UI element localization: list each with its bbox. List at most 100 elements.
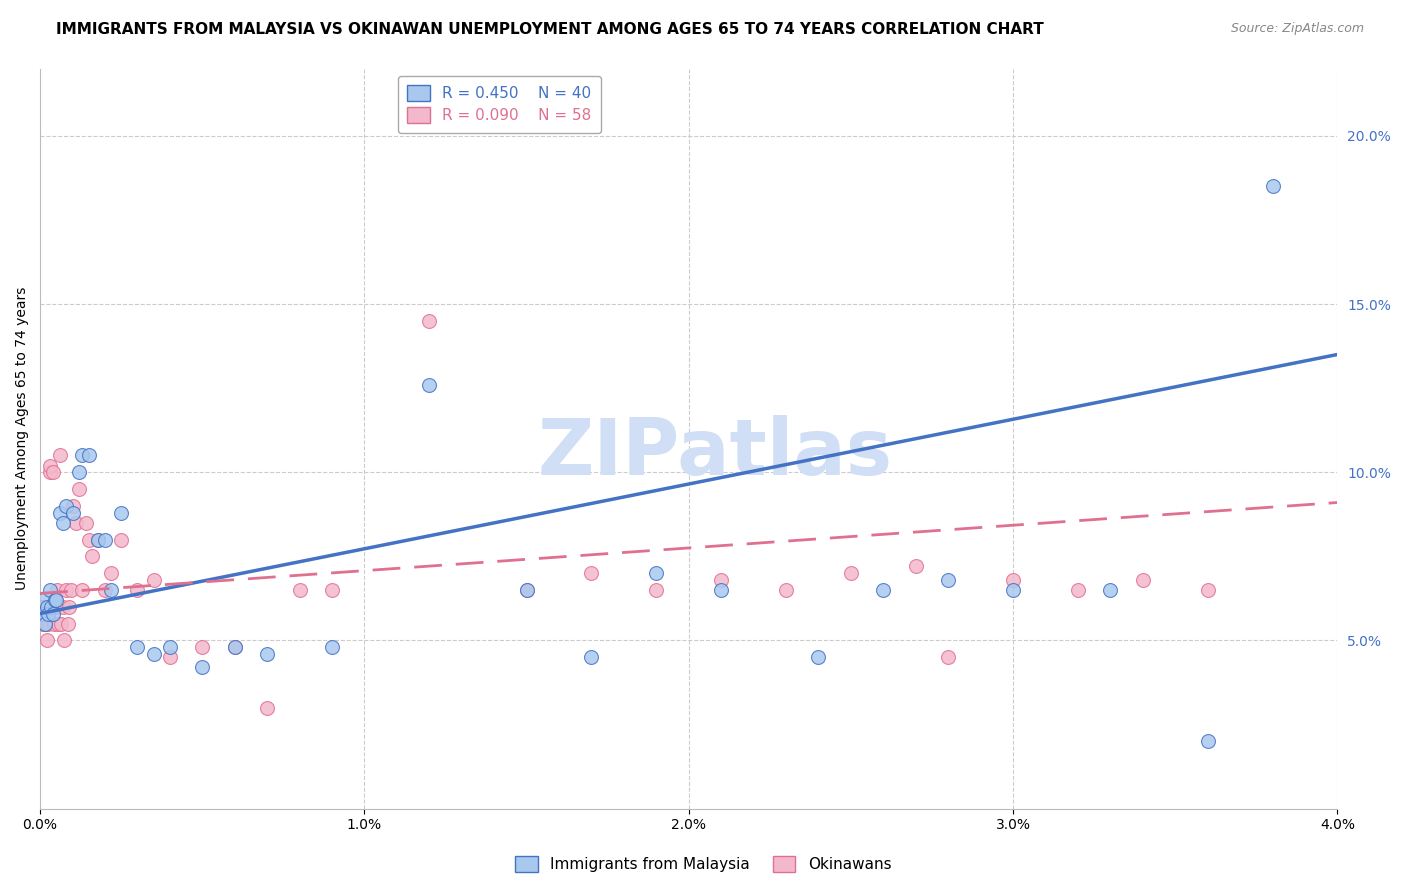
Point <box>67 482 90 496</box>
Point <box>936 573 959 587</box>
Point <box>38 582 60 597</box>
Point <box>30 607 52 621</box>
Text: IMMIGRANTS FROM MALAYSIA VS OKINAWAN UNEMPLOYMENT AMONG AGES 65 TO 74 YEARS CORR: IMMIGRANTS FROM MALAYSIA VS OKINAWAN UNE… <box>56 22 1045 37</box>
Point <box>59 582 82 597</box>
Point <box>58 599 80 614</box>
Point <box>1261 179 1284 194</box>
Point <box>872 582 894 597</box>
Point <box>52 516 75 530</box>
Point <box>256 700 278 714</box>
Point <box>45 593 67 607</box>
Point <box>904 559 927 574</box>
Point <box>775 582 797 597</box>
Point <box>645 582 668 597</box>
Point <box>516 582 538 597</box>
Point <box>65 516 87 530</box>
Point <box>41 599 63 614</box>
Point <box>45 599 67 614</box>
Legend: Immigrants from Malaysia, Okinawans: Immigrants from Malaysia, Okinawans <box>508 848 898 880</box>
Point <box>56 616 79 631</box>
Point <box>34 616 56 631</box>
Point <box>37 607 59 621</box>
Point <box>191 660 214 674</box>
Point <box>1002 573 1025 587</box>
Point <box>110 533 132 547</box>
Point <box>48 449 70 463</box>
Point <box>51 616 73 631</box>
Point <box>1197 734 1219 748</box>
Point <box>288 582 311 597</box>
Point <box>807 650 830 665</box>
Point <box>581 650 603 665</box>
Point <box>516 582 538 597</box>
Point <box>224 640 246 655</box>
Point <box>38 465 60 479</box>
Point <box>67 465 90 479</box>
Point <box>44 593 66 607</box>
Point <box>53 633 76 648</box>
Point <box>936 650 959 665</box>
Point <box>52 599 75 614</box>
Point <box>191 640 214 655</box>
Point <box>46 616 69 631</box>
Point <box>1099 582 1122 597</box>
Point <box>100 566 122 581</box>
Point <box>142 647 165 661</box>
Point <box>321 582 343 597</box>
Text: ZIPatlas: ZIPatlas <box>537 416 893 491</box>
Point <box>62 506 84 520</box>
Point <box>100 582 122 597</box>
Point <box>46 582 69 597</box>
Point <box>55 582 77 597</box>
Point <box>62 499 84 513</box>
Point <box>110 506 132 520</box>
Point <box>34 616 56 631</box>
Point <box>77 533 100 547</box>
Point <box>31 616 53 631</box>
Point <box>72 582 94 597</box>
Legend: R = 0.450    N = 40, R = 0.090    N = 58: R = 0.450 N = 40, R = 0.090 N = 58 <box>398 76 600 133</box>
Point <box>87 533 110 547</box>
Point <box>127 640 149 655</box>
Point <box>321 640 343 655</box>
Point <box>581 566 603 581</box>
Point <box>710 573 733 587</box>
Point <box>32 599 55 614</box>
Point <box>77 449 100 463</box>
Point <box>710 582 733 597</box>
Point <box>1197 582 1219 597</box>
Point <box>42 465 65 479</box>
Point <box>87 533 110 547</box>
Y-axis label: Unemployment Among Ages 65 to 74 years: Unemployment Among Ages 65 to 74 years <box>15 287 30 591</box>
Point <box>159 640 181 655</box>
Point <box>44 599 66 614</box>
Point <box>42 607 65 621</box>
Point <box>418 377 440 392</box>
Point <box>55 499 77 513</box>
Point <box>41 599 63 614</box>
Point <box>35 633 58 648</box>
Point <box>75 516 97 530</box>
Point <box>32 593 55 607</box>
Point <box>224 640 246 655</box>
Point <box>1002 582 1025 597</box>
Point <box>159 650 181 665</box>
Point <box>94 582 117 597</box>
Point <box>142 573 165 587</box>
Point <box>80 549 103 564</box>
Point <box>1067 582 1090 597</box>
Point <box>256 647 278 661</box>
Point <box>72 449 94 463</box>
Point <box>35 599 58 614</box>
Point <box>127 582 149 597</box>
Point <box>31 607 53 621</box>
Point <box>418 314 440 328</box>
Point <box>1132 573 1154 587</box>
Point <box>37 616 59 631</box>
Point <box>32 607 55 621</box>
Point <box>94 533 117 547</box>
Point <box>39 458 62 473</box>
Point <box>31 599 53 614</box>
Point <box>37 599 59 614</box>
Point <box>42 616 65 631</box>
